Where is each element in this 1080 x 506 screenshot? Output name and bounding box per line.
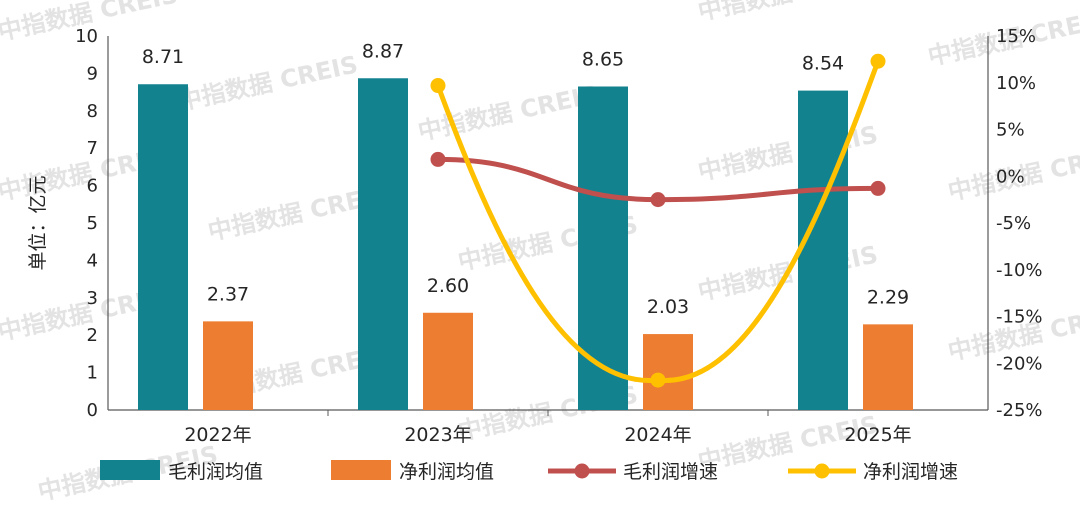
net-profit-bar	[643, 334, 693, 410]
net-growth-marker	[430, 78, 446, 94]
left-tick-label: 6	[87, 176, 98, 197]
net-growth-marker	[650, 372, 666, 388]
legend-label: 净利润均值	[399, 461, 494, 483]
legend-swatch	[331, 460, 391, 480]
x-category-label: 2022年	[184, 424, 251, 446]
gross-growth-marker	[870, 180, 886, 196]
legend-label: 毛利润增速	[623, 461, 718, 483]
right-tick-label: -25%	[996, 400, 1043, 421]
legend-swatch-marker	[574, 463, 590, 479]
left-tick-label: 1	[87, 363, 98, 384]
watermark-text: 中指数据 CREIS	[695, 0, 880, 26]
gross-profit-bar	[358, 78, 408, 411]
lines	[430, 53, 886, 388]
legend-label: 毛利润均值	[168, 461, 263, 483]
net-profit-bar	[203, 321, 253, 410]
gross-profit-bar	[798, 90, 848, 410]
bar-data-label: 8.71	[142, 46, 184, 68]
right-tick-label: 10%	[996, 73, 1036, 94]
left-tick-label: 0	[87, 400, 98, 421]
left-tick-label: 9	[87, 63, 98, 84]
bar-data-label: 2.60	[427, 275, 469, 297]
watermark-text: 中指数据 CREIS	[175, 50, 360, 115]
labels: 8.71 8.87 8.65 8.54 2.37 2.60 2.03 2.29	[142, 40, 909, 318]
legend-swatch	[100, 460, 160, 480]
x-category-label: 2023年	[404, 424, 471, 446]
right-tick-label: 5%	[996, 120, 1025, 141]
bar-data-label: 2.29	[867, 286, 909, 308]
left-tick-label: 7	[87, 138, 98, 159]
right-tick-label: -10%	[996, 260, 1043, 281]
bar-data-label: 8.87	[362, 40, 404, 62]
gross-growth-marker	[430, 151, 446, 167]
net-growth-marker	[870, 53, 886, 69]
left-tick-label: 3	[87, 288, 98, 309]
left-tick-label: 4	[87, 250, 98, 271]
right-tick-label: -5%	[996, 213, 1031, 234]
x-category-label: 2025年	[844, 424, 911, 446]
y-axis-title: 单位：亿元	[27, 175, 49, 270]
net-profit-bar	[863, 324, 913, 410]
legend-swatch-marker	[814, 463, 830, 479]
left-tick-label: 10	[75, 26, 98, 47]
axes: 0 1 2 3 4 5 6 7 8 9 10 -25% -20% -15% -10% -5% 0% 5% 10% 15…	[27, 26, 1043, 446]
gross-profit-bar	[578, 86, 628, 411]
right-tick-label: -20%	[996, 353, 1043, 374]
right-tick-label: -15%	[996, 307, 1043, 328]
net-profit-bar	[423, 312, 473, 410]
right-tick-label: 15%	[996, 26, 1036, 47]
gross-profit-bar	[138, 84, 188, 410]
left-tick-label: 2	[87, 325, 98, 346]
left-tick-label: 8	[87, 101, 98, 122]
left-tick-label: 5	[87, 213, 98, 234]
legend: 毛利润均值 净利润均值 毛利润增速 净利润增速	[100, 460, 958, 483]
bar-data-label: 8.54	[802, 53, 844, 75]
bar-data-label: 8.65	[582, 48, 624, 70]
bar-data-label: 2.37	[207, 283, 249, 305]
bar-data-label: 2.03	[647, 296, 689, 318]
legend-label: 净利润增速	[863, 461, 958, 483]
x-category-label: 2024年	[624, 424, 691, 446]
gross-growth-marker	[650, 192, 666, 208]
right-tick-label: 0%	[996, 166, 1025, 187]
